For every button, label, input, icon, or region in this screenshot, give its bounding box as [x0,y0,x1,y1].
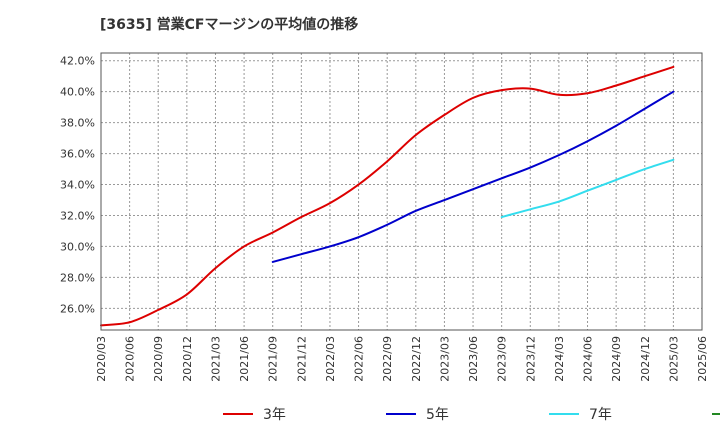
x-tick-label: 2021/03 [209,336,222,382]
grid-layer [101,53,702,330]
x-tick-label: 2024/06 [582,336,595,382]
x-tick-label: 2023/12 [524,336,537,382]
x-tick-label: 2021/09 [267,336,280,382]
x-tick-label: 2024/09 [610,336,623,382]
x-tick-label: 2023/03 [438,336,451,382]
y-tick-label: 26.0% [60,302,95,315]
legend: 3年5年7年10年 [223,407,720,423]
legend-label: 7年 [589,407,612,423]
x-tick-label: 2020/09 [152,336,165,382]
x-tick-label: 2022/06 [353,336,366,382]
y-tick-label: 32.0% [60,209,95,222]
x-tick-label: 2021/06 [238,336,251,382]
y-tick-label: 42.0% [60,55,95,68]
plot-frame [100,52,703,331]
x-tick-label: 2022/12 [410,336,423,382]
x-tick-label: 2020/03 [95,336,108,382]
x-tick-label: 2025/06 [696,336,709,382]
x-tick-label: 2023/06 [467,336,480,382]
y-tick-label: 40.0% [60,86,95,99]
y-tick-label: 30.0% [60,240,95,253]
x-tick-label: 2020/06 [124,336,137,382]
y-tick-label: 36.0% [60,148,95,161]
x-tick-label: 2022/03 [324,336,337,382]
series-line-1 [100,65,675,327]
x-tick-label: 2024/12 [639,336,652,382]
x-tick-label: 2025/03 [667,336,680,382]
series-line-2 [271,90,675,263]
x-axis: 2020/03 2020/06 2020/09 2020/12 2021/03 2021/… [95,336,709,382]
y-tick-label: 34.0% [60,179,95,192]
y-tick-label: 28.0% [60,271,95,284]
y-axis: 26.0% 28.0% 30.0% 32.0% 34.0% 36.0% 38.0% 40.0%… [60,55,95,316]
series-layer [100,65,675,327]
x-tick-label: 2021/12 [295,336,308,382]
series-line-3 [500,158,675,219]
chart-title: [3635] 営業CFマージンの平均値の推移 [100,17,359,33]
legend-label: 5年 [426,407,449,423]
x-tick-label: 2020/12 [181,336,194,382]
x-tick-label: 2022/09 [381,336,394,382]
y-tick-label: 38.0% [60,117,95,130]
x-tick-label: 2023/09 [496,336,509,382]
legend-label: 3年 [263,407,286,423]
x-tick-label: 2024/03 [553,336,566,382]
